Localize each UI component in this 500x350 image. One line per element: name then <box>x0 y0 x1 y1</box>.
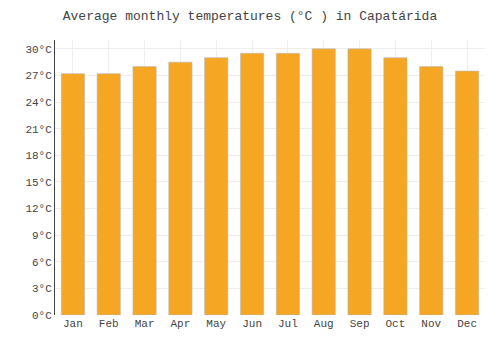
svg-text:Apr: Apr <box>171 318 191 330</box>
svg-text:21°C: 21°C <box>25 124 52 136</box>
svg-text:May: May <box>206 318 226 330</box>
svg-text:Oct: Oct <box>386 318 406 330</box>
svg-text:Dec: Dec <box>457 318 477 330</box>
svg-text:Mar: Mar <box>135 318 155 330</box>
svg-text:Nov: Nov <box>421 318 441 330</box>
svg-text:27°C: 27°C <box>25 70 52 82</box>
svg-text:Sep: Sep <box>350 318 370 330</box>
svg-text:0°C: 0°C <box>32 310 52 322</box>
svg-text:Feb: Feb <box>99 318 119 330</box>
svg-text:30°C: 30°C <box>25 44 52 56</box>
svg-text:Jan: Jan <box>63 318 83 330</box>
svg-text:24°C: 24°C <box>25 97 52 109</box>
svg-text:6°C: 6°C <box>32 257 52 269</box>
svg-text:Average monthly temperatures (: Average monthly temperatures (°C ) in Ca… <box>63 9 438 24</box>
svg-text:9°C: 9°C <box>32 230 52 242</box>
svg-text:18°C: 18°C <box>25 150 52 162</box>
svg-text:15°C: 15°C <box>25 177 52 189</box>
svg-text:Aug: Aug <box>314 318 334 330</box>
svg-text:12°C: 12°C <box>25 203 52 215</box>
svg-text:Jun: Jun <box>242 318 262 330</box>
svg-text:3°C: 3°C <box>32 283 52 295</box>
svg-text:Jul: Jul <box>278 318 298 330</box>
